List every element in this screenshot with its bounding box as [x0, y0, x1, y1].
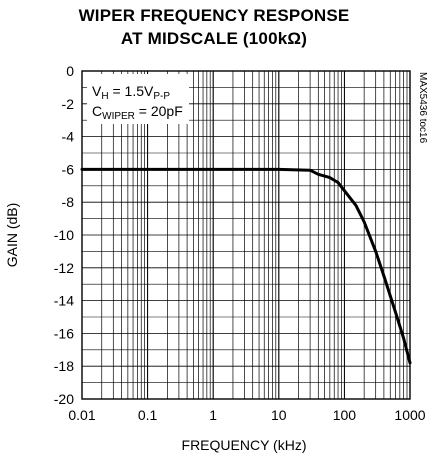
y-tick-label: -10 — [54, 227, 74, 243]
x-tick-label: 100 — [333, 407, 357, 423]
annotation-vh-sub2: P-P — [153, 91, 170, 102]
y-tick-label: -8 — [62, 194, 75, 210]
x-axis-label: FREQUENCY (kHz) — [182, 437, 307, 453]
annotation-cwiper-sub1: WIPER — [102, 111, 135, 122]
axes: 0 -2 -4 -6 -8 -10 -12 -14 -16 -18 -200.01 0.1 1 10 100… — [54, 63, 426, 423]
plot-frame — [81, 70, 411, 400]
y-axis-label: GAIN (dB) — [4, 203, 20, 268]
x-tick-label: 10 — [271, 407, 287, 423]
side-annotation: MAX5436 toc16 — [417, 72, 428, 144]
y-tick-label: -12 — [54, 260, 74, 276]
y-tick-label: 0 — [66, 63, 74, 79]
annotation-cwiper-mid: = 20pF — [135, 103, 183, 119]
x-tick-label: 1000 — [394, 407, 425, 423]
annotation-vh: VH = 1.5VP-P — [92, 83, 170, 102]
chart-title-line-1: WIPER FREQUENCY RESPONSE — [78, 6, 350, 25]
annotation-cwiper-main: C — [92, 103, 102, 119]
y-tick-label: -16 — [54, 325, 74, 341]
annotation-vh-main: V — [92, 83, 102, 99]
y-tick-label: -20 — [54, 391, 74, 407]
series-line — [80, 167, 412, 365]
legend-background — [87, 74, 189, 124]
x-tick-label: 0.01 — [68, 407, 95, 423]
series-layer — [80, 167, 412, 365]
x-tick-label: 0.1 — [138, 407, 158, 423]
y-tick-label: -2 — [62, 96, 75, 112]
y-tick-label: -4 — [62, 129, 75, 145]
chart-title-line-2: AT MIDSCALE (100kΩ) — [120, 29, 308, 48]
annotation-vh-mid: = 1.5V — [109, 83, 154, 99]
x-tick-label: 1 — [209, 407, 217, 423]
legend-box: VH = 1.5VP-P CWIPER = 20pF — [87, 74, 189, 124]
y-tick-label: -14 — [54, 293, 74, 309]
y-tick-label: -6 — [62, 161, 75, 177]
annotation-vh-sub1: H — [101, 91, 108, 102]
annotation-cwiper: CWIPER = 20pF — [92, 103, 183, 122]
y-tick-label: -18 — [54, 358, 74, 374]
